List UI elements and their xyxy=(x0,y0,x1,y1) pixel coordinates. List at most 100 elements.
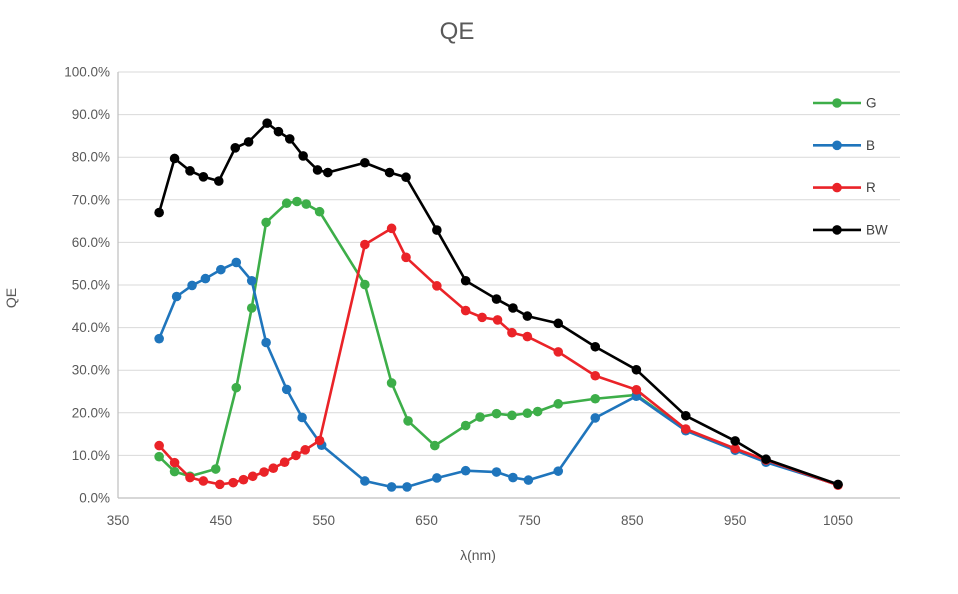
data-point-marker[interactable] xyxy=(246,303,257,313)
data-point-marker[interactable] xyxy=(432,281,442,291)
data-point-marker[interactable] xyxy=(154,451,164,462)
data-point-marker[interactable] xyxy=(553,466,564,476)
data-point-marker[interactable] xyxy=(360,279,370,290)
data-point-marker[interactable] xyxy=(154,440,164,451)
series-B[interactable] xyxy=(154,257,843,492)
data-point-marker[interactable] xyxy=(386,482,397,492)
data-point-marker[interactable] xyxy=(154,207,164,218)
data-point-marker[interactable] xyxy=(292,196,302,207)
data-point-marker[interactable] xyxy=(460,420,471,431)
data-point-marker[interactable] xyxy=(386,378,397,388)
data-point-marker[interactable] xyxy=(246,275,257,286)
data-point-marker[interactable] xyxy=(314,435,325,446)
data-point-marker[interactable] xyxy=(298,151,308,161)
series-BW[interactable] xyxy=(154,118,843,490)
data-point-marker[interactable] xyxy=(432,473,442,483)
data-point-marker[interactable] xyxy=(247,471,258,482)
series-R[interactable] xyxy=(154,223,843,491)
data-point-marker[interactable] xyxy=(553,347,564,357)
data-point-marker[interactable] xyxy=(386,223,397,234)
data-point-marker[interactable] xyxy=(228,477,238,488)
data-point-marker[interactable] xyxy=(532,406,543,417)
data-point-marker[interactable] xyxy=(215,479,225,490)
data-point-marker[interactable] xyxy=(680,424,691,434)
data-point-marker[interactable] xyxy=(401,252,411,263)
data-point-marker[interactable] xyxy=(523,475,534,485)
data-point-marker[interactable] xyxy=(279,457,290,468)
data-point-marker[interactable] xyxy=(230,143,241,153)
data-point-marker[interactable] xyxy=(261,217,271,228)
data-point-marker[interactable] xyxy=(210,464,221,474)
data-point-marker[interactable] xyxy=(268,463,279,473)
data-point-marker[interactable] xyxy=(507,327,517,338)
data-point-marker[interactable] xyxy=(508,303,518,313)
data-point-marker[interactable] xyxy=(761,454,771,465)
legend-item-R[interactable]: R xyxy=(813,180,876,195)
data-point-marker[interactable] xyxy=(402,482,412,492)
data-point-marker[interactable] xyxy=(360,157,370,168)
data-point-marker[interactable] xyxy=(401,172,411,183)
data-point-marker[interactable] xyxy=(200,273,211,284)
data-point-marker[interactable] xyxy=(301,199,312,209)
data-point-marker[interactable] xyxy=(198,171,209,182)
data-point-marker[interactable] xyxy=(432,225,442,235)
data-point-marker[interactable] xyxy=(314,206,325,217)
data-point-marker[interactable] xyxy=(507,410,517,421)
data-point-marker[interactable] xyxy=(491,408,502,419)
legend-item-G[interactable]: G xyxy=(813,96,877,111)
data-point-marker[interactable] xyxy=(460,305,471,316)
data-point-marker[interactable] xyxy=(187,280,197,291)
data-point-marker[interactable] xyxy=(281,384,292,395)
data-point-marker[interactable] xyxy=(631,384,642,395)
data-point-marker[interactable] xyxy=(477,312,487,323)
data-point-marker[interactable] xyxy=(360,476,370,486)
data-point-marker[interactable] xyxy=(491,294,502,304)
data-point-marker[interactable] xyxy=(231,382,242,393)
data-point-marker[interactable] xyxy=(261,337,271,348)
data-point-marker[interactable] xyxy=(216,264,226,275)
data-point-marker[interactable] xyxy=(403,416,413,426)
data-point-marker[interactable] xyxy=(475,412,485,422)
data-point-marker[interactable] xyxy=(360,239,370,250)
data-point-marker[interactable] xyxy=(590,393,601,404)
data-point-marker[interactable] xyxy=(460,275,471,286)
data-point-marker[interactable] xyxy=(262,118,272,128)
data-point-marker[interactable] xyxy=(590,370,601,381)
data-point-marker[interactable] xyxy=(590,413,601,423)
data-point-marker[interactable] xyxy=(312,165,323,175)
data-point-marker[interactable] xyxy=(231,257,242,268)
data-point-marker[interactable] xyxy=(460,465,471,476)
data-point-marker[interactable] xyxy=(522,311,533,321)
data-point-marker[interactable] xyxy=(259,467,269,477)
data-point-marker[interactable] xyxy=(185,166,195,176)
data-point-marker[interactable] xyxy=(730,436,740,446)
data-point-marker[interactable] xyxy=(833,479,843,490)
data-point-marker[interactable] xyxy=(553,318,564,329)
data-point-marker[interactable] xyxy=(680,410,691,421)
data-point-marker[interactable] xyxy=(154,333,164,344)
data-point-marker[interactable] xyxy=(430,440,440,451)
data-point-marker[interactable] xyxy=(323,167,333,178)
data-point-marker[interactable] xyxy=(631,364,642,375)
series-G-line[interactable] xyxy=(158,200,839,487)
data-point-marker[interactable] xyxy=(491,467,502,477)
data-point-marker[interactable] xyxy=(522,331,533,342)
data-point-marker[interactable] xyxy=(492,315,503,325)
data-point-marker[interactable] xyxy=(730,443,740,454)
data-point-marker[interactable] xyxy=(522,408,533,419)
data-point-marker[interactable] xyxy=(297,412,307,423)
data-point-marker[interactable] xyxy=(169,153,180,164)
legend-item-BW[interactable]: BW xyxy=(813,222,888,237)
data-point-marker[interactable] xyxy=(171,291,182,302)
data-point-marker[interactable] xyxy=(553,399,564,409)
data-point-marker[interactable] xyxy=(291,450,301,461)
series-G[interactable] xyxy=(154,196,843,490)
data-point-marker[interactable] xyxy=(169,466,180,477)
data-point-marker[interactable] xyxy=(300,445,311,455)
data-point-marker[interactable] xyxy=(169,457,180,468)
series-BW-line[interactable] xyxy=(157,121,839,486)
legend-item-B[interactable]: B xyxy=(813,138,875,153)
data-point-marker[interactable] xyxy=(243,137,254,147)
data-point-marker[interactable] xyxy=(284,134,295,144)
data-point-marker[interactable] xyxy=(508,472,518,483)
